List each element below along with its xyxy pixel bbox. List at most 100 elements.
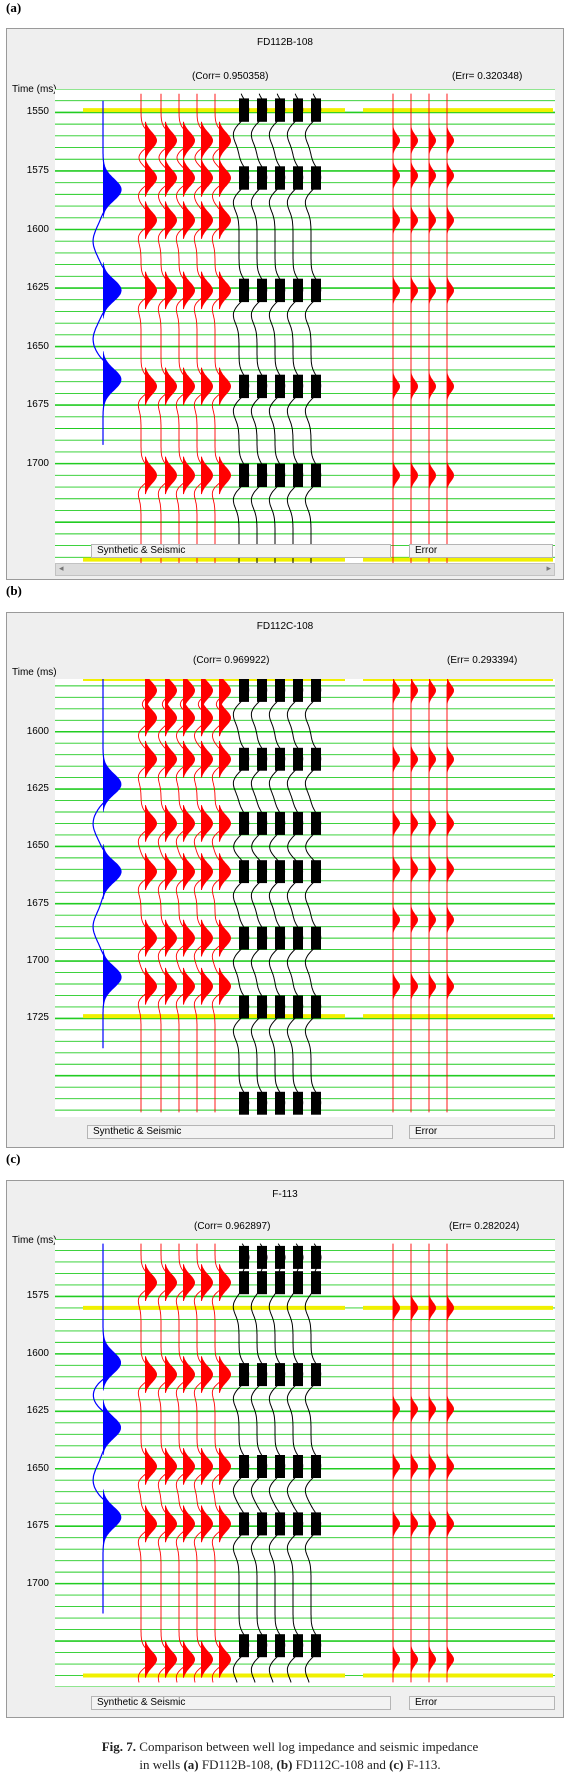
error-peak: [447, 206, 454, 235]
error-peak: [447, 1452, 454, 1481]
error-peak: [447, 1294, 454, 1322]
error-peak: [429, 906, 436, 934]
error-peak: [447, 161, 454, 190]
seismic-peak: [145, 805, 157, 842]
y-tick-label: 1575: [26, 165, 49, 176]
caption-text-line2: in wells: [139, 1757, 184, 1772]
impedance-block: [311, 1091, 321, 1115]
seismic-peak: [201, 740, 213, 778]
seismic-peak: [165, 1356, 177, 1393]
seismic-peak: [183, 1505, 195, 1543]
seismic-peak: [219, 271, 231, 310]
impedance-block: [257, 747, 267, 771]
y-tick-label: 1600: [26, 223, 49, 235]
impedance-block: [257, 1271, 267, 1295]
seismic-peak: [201, 919, 213, 957]
error-peak: [411, 461, 418, 490]
impedance-block: [275, 166, 285, 190]
tab-error[interactable]: Error: [409, 1125, 555, 1139]
seismic-peak: [165, 159, 177, 197]
error-peak: [411, 855, 418, 884]
scroll-left-icon[interactable]: ◂: [59, 563, 64, 573]
seismic-peak: [183, 456, 195, 495]
seismic-peak: [201, 1356, 213, 1393]
y-tick-label: 1675: [26, 1520, 49, 1532]
impedance-block: [311, 1634, 321, 1658]
seismic-peak: [219, 121, 231, 160]
y-tick-label: 1675: [26, 897, 49, 909]
error-peak: [429, 745, 436, 773]
seismic-peak: [145, 456, 157, 495]
seismic-peak: [145, 201, 157, 239]
error-peak: [429, 679, 436, 705]
seismic-peak: [165, 1448, 177, 1485]
error-peak: [429, 206, 436, 235]
impedance-block: [293, 98, 303, 122]
impedance-block: [293, 995, 303, 1019]
synthetic-peak: [103, 1489, 121, 1545]
caption-fig-number: Fig. 7.: [101, 1739, 137, 1754]
seismic-peak: [165, 456, 177, 495]
impedance-block: [257, 812, 267, 835]
seismic-peak: [201, 679, 213, 709]
impedance-block: [275, 1363, 285, 1387]
seismic-peak: [145, 1448, 157, 1485]
error-peak: [429, 126, 436, 155]
impedance-block: [239, 860, 249, 884]
error-peak: [393, 1645, 400, 1674]
error-peak: [429, 855, 436, 884]
tab-synthetic-seismic[interactable]: Synthetic & Seismic: [91, 1696, 391, 1710]
y-tick-label: 1625: [26, 783, 49, 795]
error-peak: [393, 809, 400, 838]
error-peak: [411, 1510, 418, 1538]
seismic-peak: [219, 919, 231, 957]
seismic-plot: [55, 679, 555, 1115]
error-peak: [393, 745, 400, 773]
seismic-peak: [219, 367, 231, 406]
impedance-block: [293, 1271, 303, 1295]
impedance-block: [311, 374, 321, 399]
error-peak: [447, 809, 454, 838]
seismic-peak: [165, 121, 177, 160]
caption-well-1: FD112B-108,: [198, 1757, 277, 1772]
tab-error[interactable]: Error: [409, 1696, 555, 1710]
seismic-peak: [201, 121, 213, 160]
error-peak: [411, 1395, 418, 1423]
seismic-peak: [183, 967, 195, 1005]
impedance-block: [293, 1245, 303, 1269]
impedance-block: [257, 995, 267, 1019]
impedance-block: [239, 747, 249, 771]
scroll-right-icon[interactable]: ▸: [546, 563, 551, 573]
synthetic-peak: [103, 949, 121, 1005]
seismic-peak: [201, 1264, 213, 1301]
panel-a: FD112B-108 (Corr= 0.950358) (Err= 0.3203…: [6, 28, 564, 580]
impedance-block: [239, 812, 249, 835]
corr-label: (Corr= 0.962897): [194, 1221, 271, 1232]
tab-error[interactable]: Error: [409, 544, 553, 558]
error-peak: [447, 461, 454, 490]
error-peak: [411, 809, 418, 838]
impedance-block: [239, 679, 249, 702]
y-tick-label: 1625: [26, 282, 49, 293]
horizontal-scrollbar[interactable]: ◂ ▸: [55, 563, 555, 576]
tab-synthetic-seismic[interactable]: Synthetic & Seismic: [87, 1125, 393, 1139]
seismic-peak: [219, 740, 231, 778]
panel-title: FD112B-108: [257, 37, 313, 48]
y-tick-label: 1625: [26, 1405, 49, 1417]
error-peak: [429, 809, 436, 838]
tab-synthetic-seismic[interactable]: Synthetic & Seismic: [91, 544, 391, 558]
error-peak: [429, 1645, 436, 1674]
impedance-block: [311, 679, 321, 702]
synthetic-peak: [103, 844, 121, 900]
y-axis-label: Time (ms): [12, 1235, 57, 1246]
impedance-block: [275, 1512, 285, 1536]
impedance-block: [293, 463, 303, 487]
seismic-peak: [145, 121, 157, 160]
impedance-block: [311, 278, 321, 303]
seismic-peak: [165, 367, 177, 406]
impedance-block: [275, 1634, 285, 1658]
seismic-peak: [201, 853, 213, 890]
error-peak: [411, 972, 418, 1000]
error-peak: [447, 972, 454, 1000]
seismic-peak: [165, 679, 177, 709]
